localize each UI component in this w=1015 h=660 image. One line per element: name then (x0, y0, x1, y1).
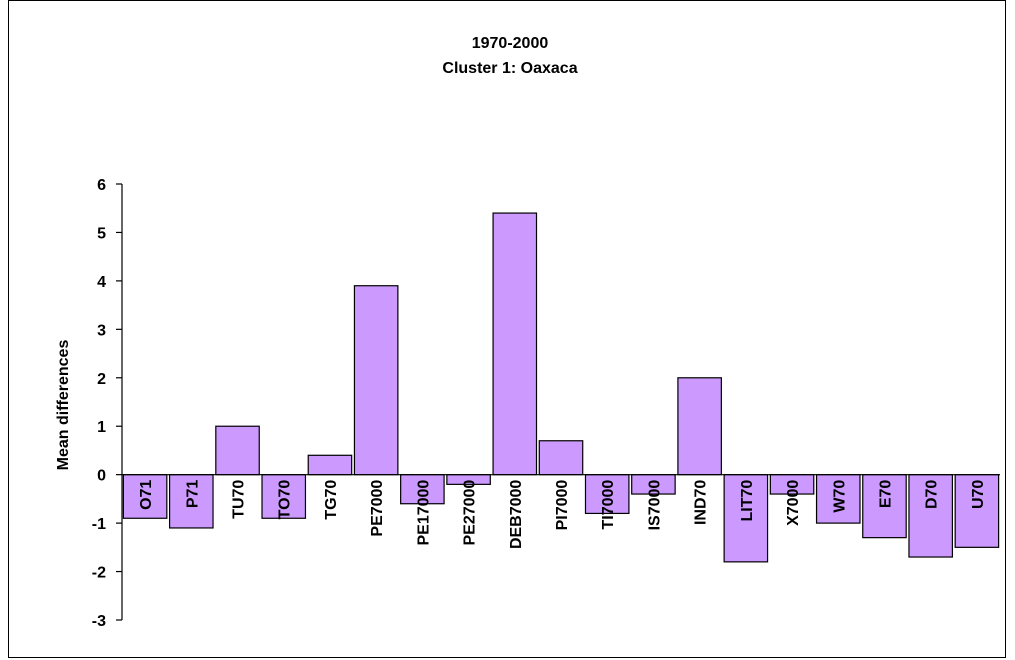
category-label: PE17000 (415, 480, 432, 546)
category-label: TO70 (277, 480, 294, 520)
category-label: U70 (970, 480, 987, 509)
y-tick-label: 3 (97, 322, 106, 339)
y-tick-label: 0 (97, 468, 106, 485)
chart-title: 1970-2000 (472, 35, 549, 52)
category-label: DEB7000 (508, 480, 525, 549)
y-tick-label: -2 (92, 565, 106, 582)
bar-TU70 (215, 425, 260, 476)
category-label: TG70 (323, 480, 340, 520)
category-label: P71 (184, 480, 201, 509)
category-label: E70 (877, 480, 894, 509)
bar-DEB7000 (492, 212, 538, 476)
category-label: O71 (138, 480, 155, 510)
plot-area: 6 5 4 3 2 1 0 -1 -2 -3 O71 P71 TU70 TO70 TG70 PE7000 PE1… (92, 177, 1000, 630)
category-label: IND70 (693, 480, 710, 525)
category-label: D70 (924, 480, 941, 509)
bar-PE17000 (400, 474, 445, 505)
bar-TO70 (261, 474, 307, 519)
bar-IND70 (677, 377, 722, 476)
category-label: X7000 (785, 480, 802, 526)
y-tick-label: 5 (97, 225, 106, 242)
chart-subtitle: Cluster 1: Oaxaca (442, 60, 577, 77)
bar-PE7000 (353, 285, 399, 476)
bar-TI7000 (584, 474, 630, 515)
category-label: TU70 (231, 480, 248, 519)
bar-O71 (122, 474, 168, 519)
category-label: IS7000 (646, 480, 663, 531)
bar-W70 (815, 474, 861, 524)
y-tick-label: -3 (92, 613, 106, 630)
category-label: PI7000 (554, 480, 571, 531)
bar-U70 (954, 474, 1000, 548)
bar-E70 (862, 474, 907, 539)
y-tick-label: 1 (97, 419, 106, 436)
category-label: PE27000 (462, 480, 479, 546)
bar-TG70 (307, 454, 353, 476)
bar-PI7000 (538, 440, 584, 476)
bar-LIT70 (723, 474, 769, 563)
category-label: W70 (831, 480, 848, 513)
y-axis-label: Mean differences (55, 340, 72, 471)
category-label: TI7000 (600, 480, 617, 530)
y-tick-label: -1 (92, 516, 106, 533)
y-tick-label: 4 (97, 274, 106, 291)
y-tick-label: 6 (97, 177, 106, 194)
category-label: PE7000 (369, 480, 386, 537)
category-label: LIT70 (739, 480, 756, 522)
y-tick-label: 2 (97, 371, 106, 388)
